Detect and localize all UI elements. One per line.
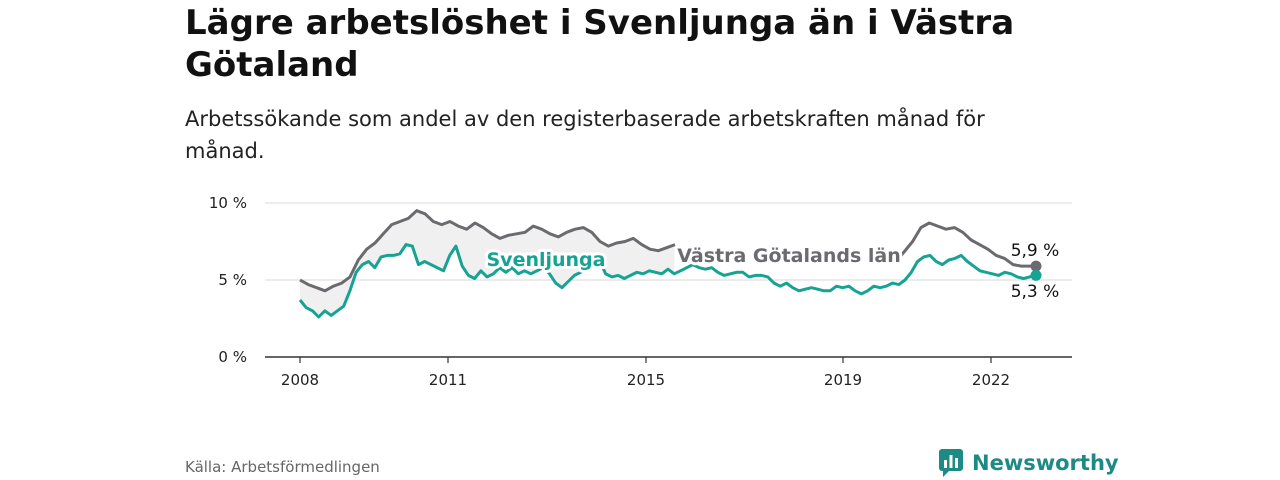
gridlines: 0 % 5 % 10 % bbox=[209, 194, 1072, 366]
vastra-end-label-halo: 5,9 % bbox=[1011, 241, 1060, 261]
x-tick-label: 2011 bbox=[429, 371, 467, 389]
y-tick-label: 5 % bbox=[218, 271, 247, 289]
vastra-end-label: 5,9 % bbox=[1011, 241, 1060, 261]
svenljunga-label-halo: Svenljunga bbox=[487, 249, 606, 271]
y-tick-label: 10 % bbox=[209, 194, 247, 212]
x-tick-label: 2015 bbox=[627, 371, 665, 389]
svenljunga-end-point bbox=[1030, 269, 1042, 281]
vastra-end-point bbox=[1030, 260, 1042, 272]
brand-logo[interactable]: Newsworthy bbox=[938, 448, 1119, 478]
svenljunga-label: Svenljunga bbox=[487, 249, 606, 271]
svenljunga-line bbox=[298, 243, 1037, 319]
chart-title: Lägre arbetslöshet i Svenljunga än i Väs… bbox=[185, 3, 1015, 85]
x-tick-label: 2008 bbox=[281, 371, 319, 389]
brand-name: Newsworthy bbox=[972, 451, 1119, 475]
x-tick-label: 2019 bbox=[824, 371, 862, 389]
vastra-gotaland-line bbox=[898, 221, 1036, 268]
x-tick-label: 2022 bbox=[972, 371, 1010, 389]
chart-subtitle: Arbetssökande som andel av den registerb… bbox=[185, 107, 985, 163]
vastra-gotaland-label: Västra Götalands län bbox=[677, 245, 900, 267]
svenljunga-end-label: 5,3 % bbox=[1011, 282, 1060, 302]
x-axis: 2008 2011 2015 2019 2022 bbox=[281, 357, 1010, 389]
source-note: Källa: Arbetsförmedlingen bbox=[185, 458, 380, 476]
svenljunga-end-label-halo: 5,3 % bbox=[1011, 282, 1060, 302]
newsworthy-logo-icon bbox=[939, 449, 963, 477]
series-lines bbox=[298, 209, 1042, 319]
line-chart: 0 % 5 % 10 % 2008 2011 2015 2019 2022 Svenljun… bbox=[209, 194, 1072, 389]
difference-area bbox=[300, 210, 675, 317]
vastra-gotaland-line bbox=[299, 209, 676, 293]
y-tick-label: 0 % bbox=[218, 348, 247, 366]
vastra-gotaland-label-halo: Västra Götalands län bbox=[677, 245, 900, 267]
